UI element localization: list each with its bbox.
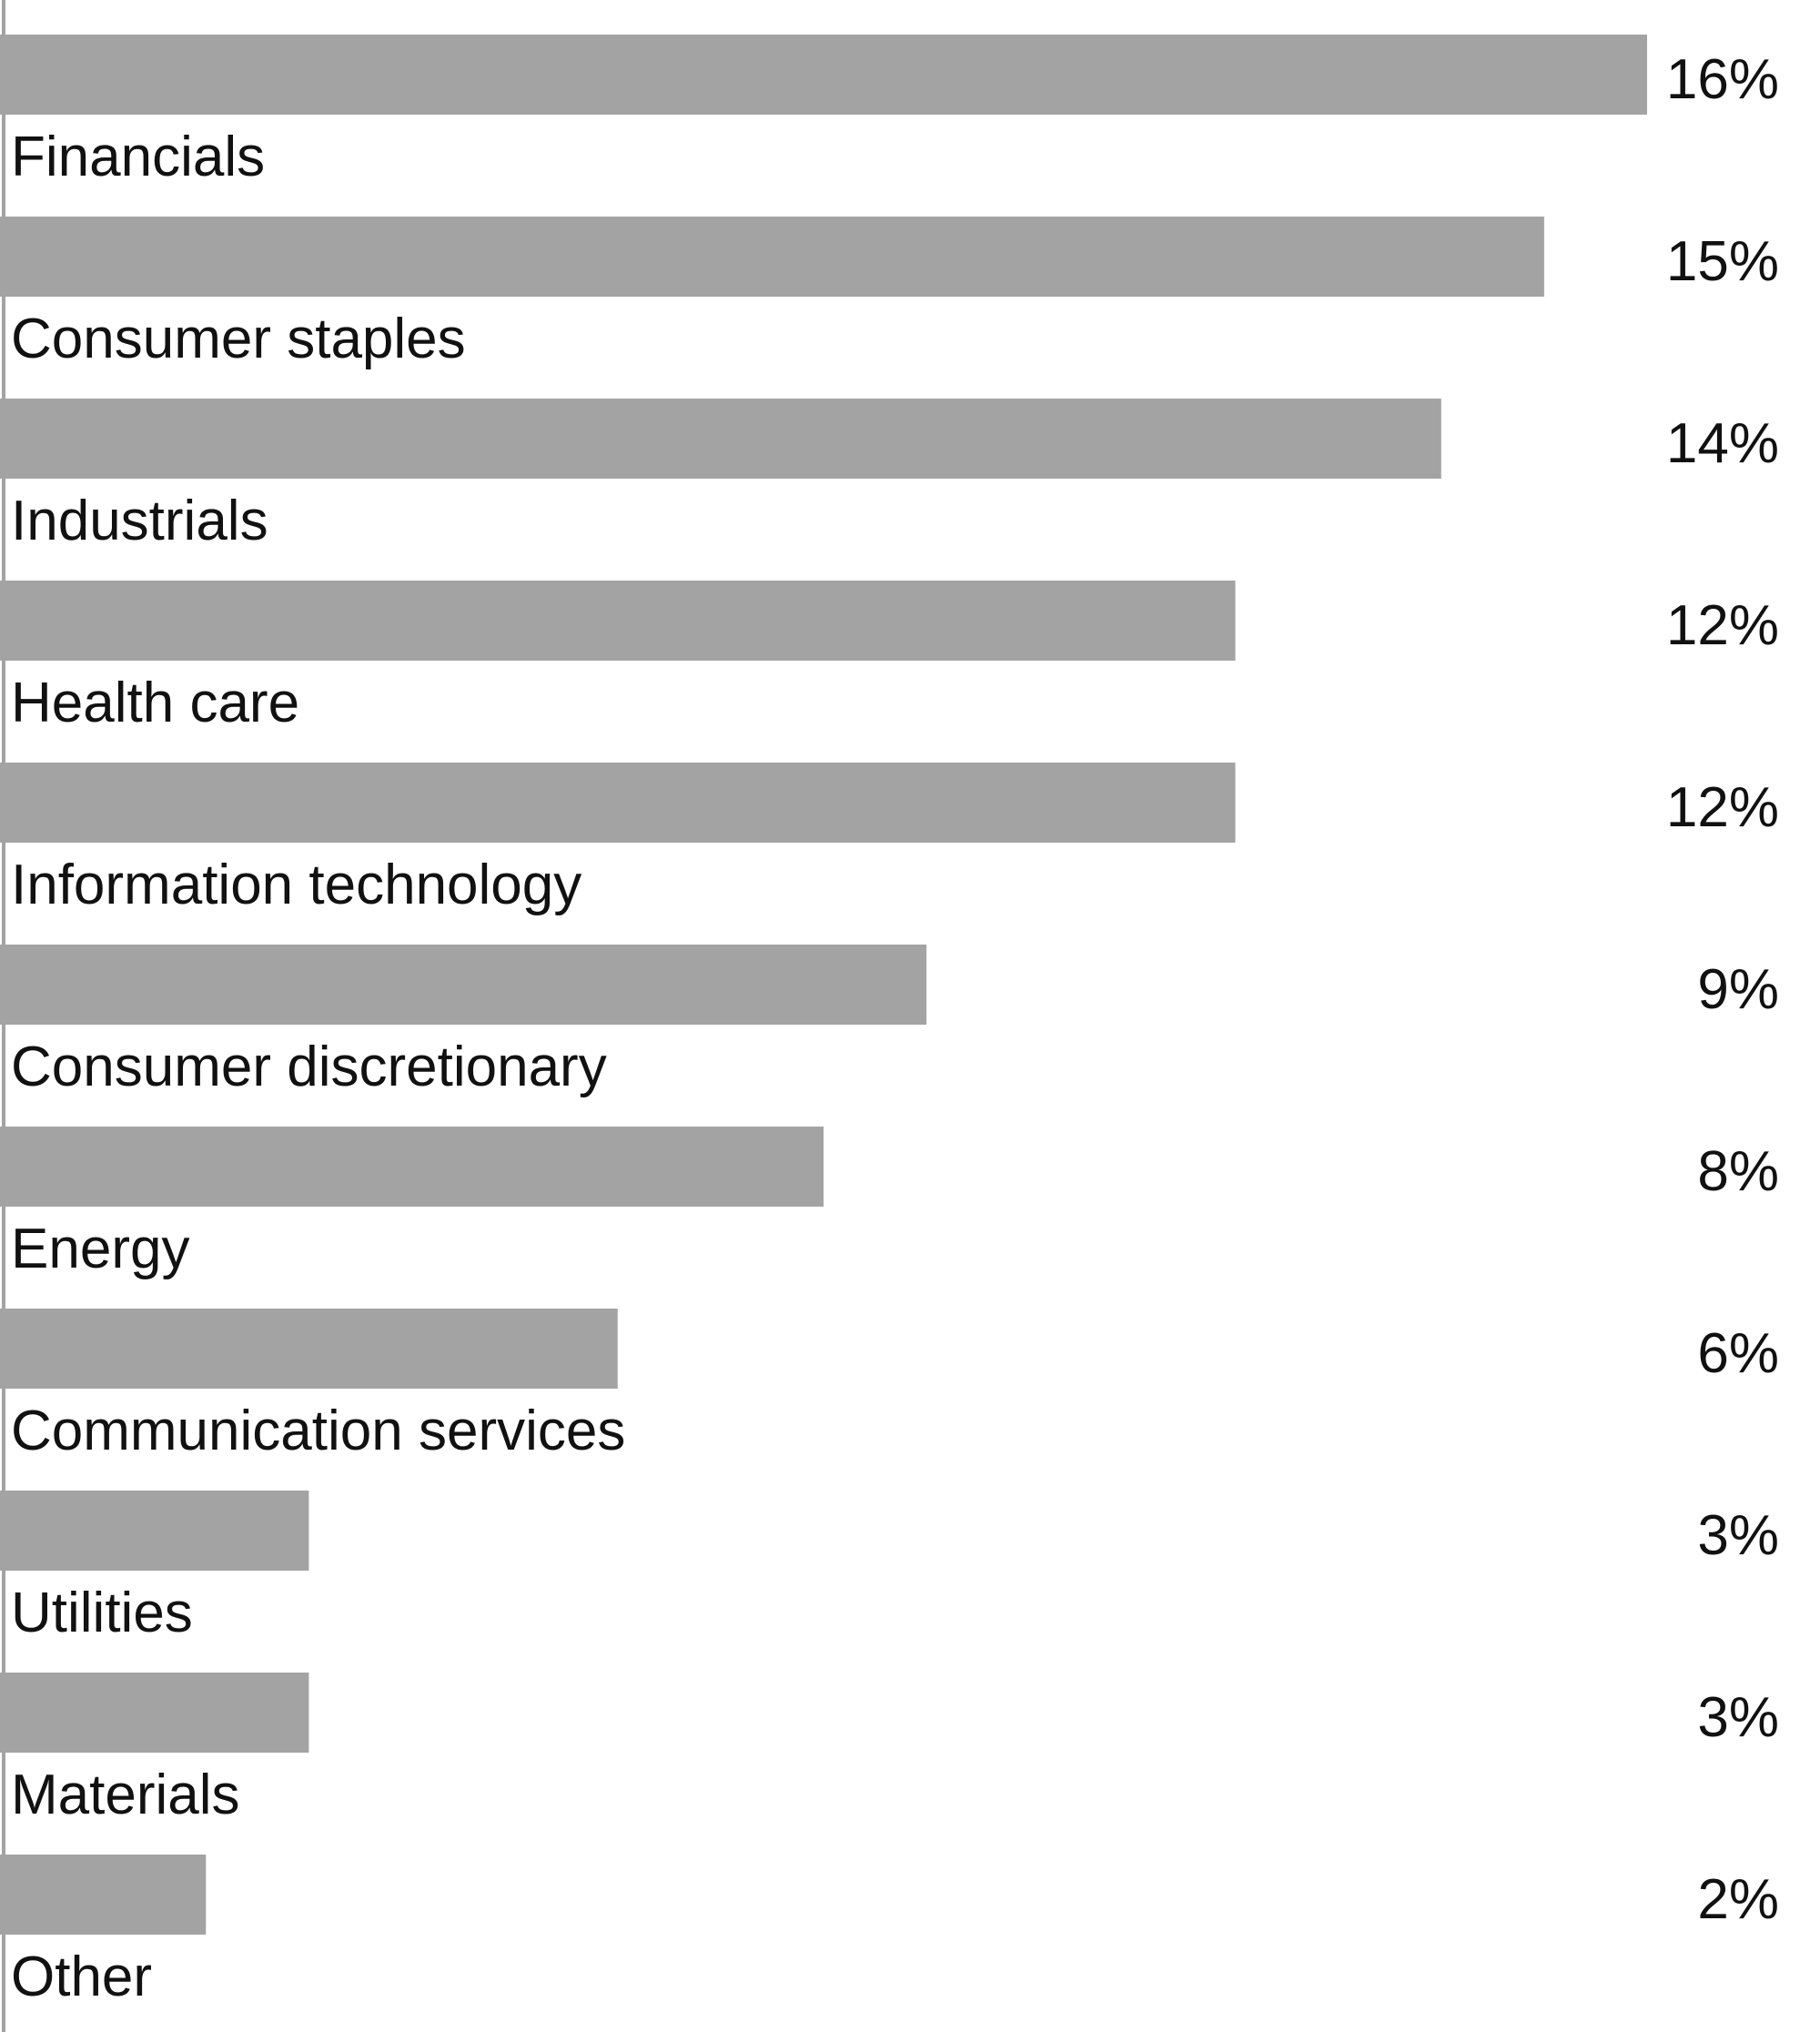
bar-10 [0,1855,207,1935]
bar-8 [0,1491,309,1571]
category-labels-group: Financials Consumer staples Industrials Hea… [11,126,625,2008]
bar-0 [0,35,1647,115]
bar-6 [0,1127,824,1207]
value-label-5: 9% [1697,958,1779,1021]
category-label-0: Financials [11,126,265,188]
bar-7 [0,1309,618,1389]
bar-5 [0,945,927,1025]
category-label-8: Utilities [11,1582,193,1644]
value-label-2: 14% [1666,412,1779,475]
category-label-4: Information technology [11,854,581,916]
bar-2 [0,399,1441,479]
category-label-9: Materials [11,1764,240,1826]
category-label-6: Energy [11,1218,189,1280]
value-label-4: 12% [1666,776,1779,839]
bar-4 [0,763,1236,843]
bar-3 [0,581,1236,661]
bars-group [0,35,1647,1935]
category-label-5: Consumer discretionary [11,1036,607,1098]
category-label-7: Communication services [11,1400,625,1462]
value-label-8: 3% [1697,1504,1779,1567]
category-label-10: Other [11,1946,152,2008]
value-label-10: 2% [1697,1868,1779,1931]
value-label-3: 12% [1666,594,1779,657]
bar-9 [0,1673,309,1753]
value-label-7: 6% [1697,1322,1779,1385]
value-label-0: 16% [1666,48,1779,111]
value-label-6: 8% [1697,1140,1779,1203]
category-label-3: Health care [11,672,299,734]
value-label-1: 15% [1666,230,1779,293]
value-labels-group: 16% 15% 14% 12% 12% 9% 8% 6% 3% 3% 2% [1666,48,1779,1931]
bar-1 [0,217,1544,297]
category-label-2: Industrials [11,490,268,552]
category-label-1: Consumer staples [11,308,466,370]
value-label-9: 3% [1697,1686,1779,1749]
